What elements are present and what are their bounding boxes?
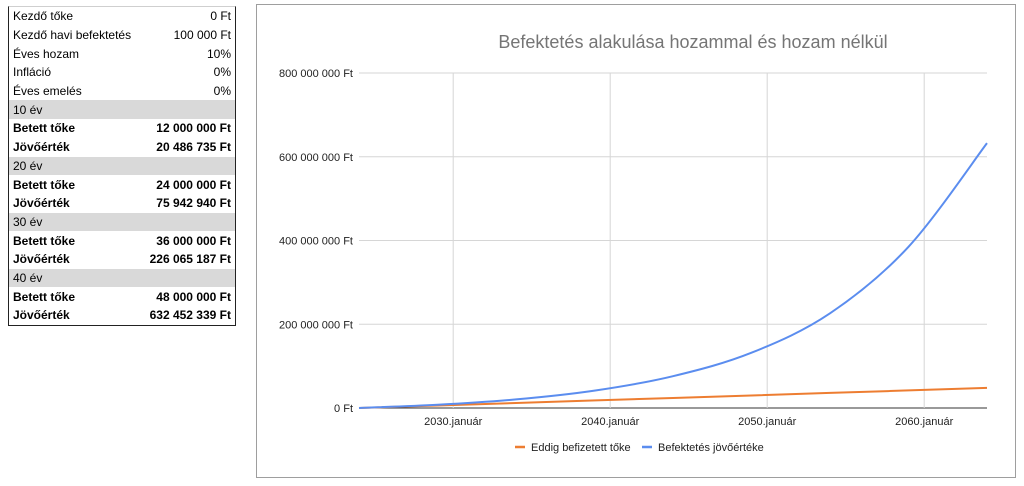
param-row[interactable]: Infláció 0% <box>9 63 235 82</box>
chart-title: Befektetés alakulása hozammal és hozam n… <box>498 32 887 52</box>
jovoertek-row-label: Jövőérték <box>13 252 70 267</box>
param-row-label: Kezdő havi befektetés <box>13 28 132 43</box>
jovoertek-row-value: 226 065 187 Ft <box>149 252 231 267</box>
series-line-eddig-befizetett <box>358 386 988 409</box>
x-tick-label: 2040.január <box>581 416 639 428</box>
jovoertek-row-value: 75 942 940 Ft <box>156 196 231 211</box>
period-header[interactable]: 40 év <box>9 268 235 288</box>
jovoertek-row-label: Jövőérték <box>13 196 70 211</box>
param-row[interactable]: Éves hozam 10% <box>9 44 235 63</box>
param-row-label: Kezdő tőke <box>13 9 74 24</box>
jovoertek-row-label: Jövőérték <box>13 140 70 155</box>
period-header-label: 20 év <box>13 158 43 173</box>
betett-row-label: Betett tőke <box>13 121 76 136</box>
y-tick-label: 800 000 000 Ft <box>279 68 353 80</box>
chart-frame: Befektetés alakulása hozammal és hozam n… <box>256 4 1016 478</box>
betett-row[interactable]: Betett tőke 36 000 000 Ft <box>9 231 235 250</box>
betett-row-label: Betett tőke <box>13 233 76 248</box>
x-tick-label: 2030.január <box>424 416 482 428</box>
legend-label: Befektetés jövőértéke <box>658 442 764 454</box>
param-row-value: 0 Ft <box>210 9 231 24</box>
jovoertek-row[interactable]: Jövőérték 20 486 735 Ft <box>9 138 235 157</box>
betett-row-label: Betett tőke <box>13 289 76 304</box>
param-row-value: 10% <box>206 46 231 61</box>
y-tick-label: 600 000 000 Ft <box>279 152 353 164</box>
jovoertek-row-label: Jövőérték <box>13 308 70 323</box>
betett-row[interactable]: Betett tőke 24 000 000 Ft <box>9 175 235 194</box>
x-tick-label: 2050.január <box>738 416 796 428</box>
param-row-value: 100 000 Ft <box>173 28 231 43</box>
series-line-jovoertek <box>358 142 988 409</box>
period-header-label: 30 év <box>13 214 43 229</box>
param-row-label: Infláció <box>13 65 52 80</box>
parameters-table: Kezdő tőke 0 Ft Kezdő havi befektetés 100 0… <box>8 6 236 326</box>
betett-row-value: 12 000 000 Ft <box>156 121 231 136</box>
period-header[interactable]: 30 év <box>9 212 235 232</box>
param-row-label: Éves hozam <box>13 46 80 61</box>
jovoertek-row-value: 632 452 339 Ft <box>149 308 231 323</box>
period-header[interactable]: 20 év <box>9 156 235 176</box>
betett-row-value: 36 000 000 Ft <box>156 233 231 248</box>
x-tick-label: 2060.január <box>895 416 953 428</box>
betett-row-value: 24 000 000 Ft <box>156 177 231 192</box>
period-header[interactable]: 10 év <box>9 100 235 120</box>
jovoertek-row[interactable]: Jövőérték 226 065 187 Ft <box>9 250 235 269</box>
jovoertek-row-value: 20 486 735 Ft <box>156 140 231 155</box>
line-chart: Befektetés alakulása hozammal és hozam n… <box>279 32 988 454</box>
period-header-label: 40 év <box>13 270 43 285</box>
jovoertek-row[interactable]: Jövőérték 75 942 940 Ft <box>9 194 235 213</box>
betett-row-label: Betett tőke <box>13 177 76 192</box>
param-row-value: 0% <box>213 84 231 99</box>
param-row-value: 0% <box>213 65 231 80</box>
y-tick-label: 400 000 000 Ft <box>279 236 353 248</box>
param-row[interactable]: Éves emelés 0% <box>9 82 235 101</box>
param-row[interactable]: Kezdő havi befektetés 100 000 Ft <box>9 26 235 45</box>
y-tick-label: 200 000 000 Ft <box>279 319 353 331</box>
period-header-label: 10 év <box>13 102 43 117</box>
param-row[interactable]: Kezdő tőke 0 Ft <box>9 7 235 26</box>
jovoertek-row[interactable]: Jövőérték 632 452 339 Ft <box>9 306 235 325</box>
betett-row-value: 48 000 000 Ft <box>156 289 231 304</box>
legend-label: Eddig befizetett tőke <box>531 442 631 454</box>
betett-row[interactable]: Betett tőke 12 000 000 Ft <box>9 119 235 138</box>
betett-row[interactable]: Betett tőke 48 000 000 Ft <box>9 287 235 306</box>
y-tick-label: 0 Ft <box>334 403 353 415</box>
param-row-label: Éves emelés <box>13 84 82 99</box>
